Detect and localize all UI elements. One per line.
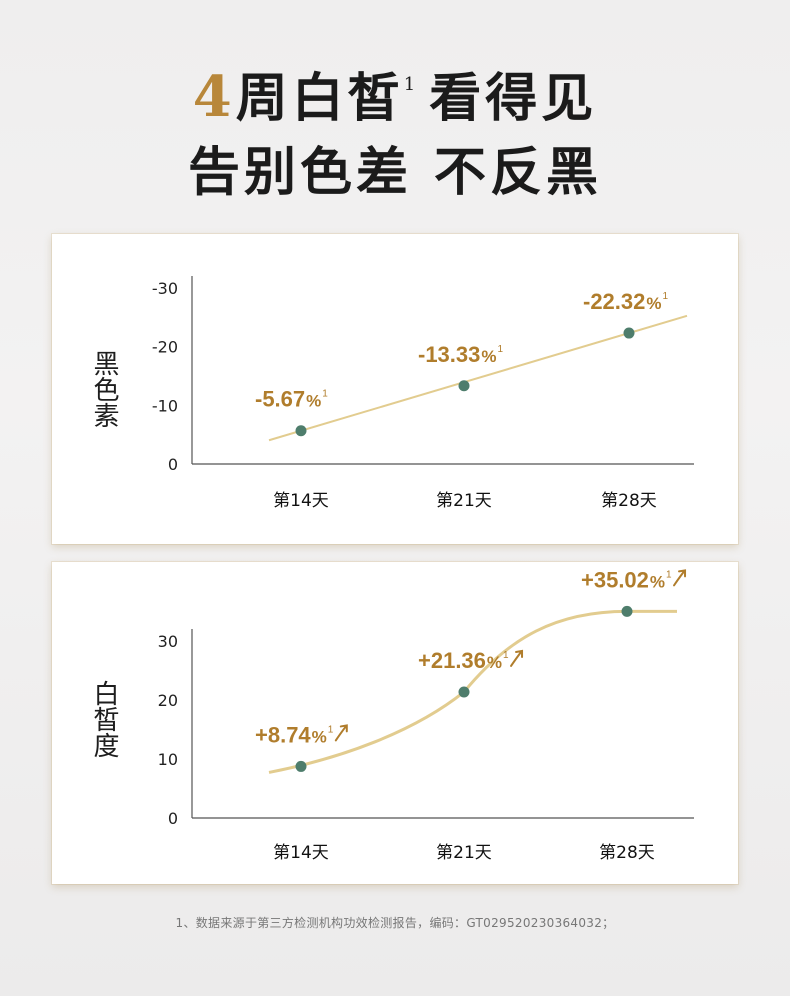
x-tick-label: 第14天: [273, 843, 329, 863]
y-tick-label: -10: [152, 396, 178, 415]
data-label: +35.02: [581, 567, 649, 592]
data-label-percent: %: [646, 294, 661, 313]
data-label-group: -13.33% 1: [418, 342, 504, 367]
data-point: [458, 380, 470, 392]
whiteness-chart-card: 白皙度 30 20 10 0 第14天 第21天 第28天 +8.74% 1 +21.36% 1 +3…: [52, 562, 738, 884]
whiteness-axis-label: 白皙度: [89, 680, 119, 758]
data-label-percent: %: [306, 392, 321, 411]
footnote: 1、数据来源于第三方检测机构功效检测报告，编码：GT02952023036403…: [175, 916, 615, 930]
y-tick-label: 0: [168, 809, 178, 828]
up-arrow-icon: [334, 724, 348, 742]
data-label-percent: %: [487, 653, 502, 672]
melanin-axis-label: 黑色素: [89, 350, 119, 428]
data-label: -22.32: [583, 289, 645, 314]
data-label-group: +35.02% 1: [581, 567, 687, 592]
headline-superscript: 1: [403, 74, 420, 95]
x-tick-label: 第28天: [599, 843, 655, 863]
x-tick-label: 第14天: [273, 491, 329, 511]
data-label: -13.33: [418, 342, 480, 367]
data-label: +21.36: [418, 648, 486, 673]
data-label-percent: %: [481, 347, 496, 366]
data-point: [295, 425, 307, 437]
y-tick-label: 0: [168, 455, 178, 474]
up-arrow-icon: [673, 569, 687, 587]
data-label-superscript: 1: [503, 650, 509, 661]
data-label-superscript: 1: [322, 389, 328, 400]
headline-text-b: 看得见: [429, 68, 598, 129]
up-arrow-icon: [510, 649, 524, 667]
x-tick-label: 第28天: [601, 491, 657, 511]
headline-line-2: 告别色差 不反黑: [187, 142, 603, 203]
data-point: [295, 760, 307, 772]
data-point: [621, 605, 633, 617]
melanin-chart-card: 黑色素 -30 -20 -10 0 第14天 第21天 第28天 -5.67% 1 -13.33%…: [52, 234, 738, 544]
headline-text-a: 周白皙: [235, 68, 404, 129]
headline: 4周白皙1 看得见 告别色差 不反黑: [0, 48, 790, 210]
data-point: [458, 686, 470, 698]
data-label-group: +21.36% 1: [418, 648, 524, 673]
headline-line-1: 4周白皙1 看得见: [0, 48, 790, 136]
series-line: [268, 609, 677, 774]
x-tick-label: 第21天: [436, 491, 492, 511]
y-tick-label: -30: [152, 279, 178, 298]
data-label: +8.74: [255, 722, 311, 747]
data-label-group: -5.67% 1: [255, 387, 328, 412]
data-label-superscript: 1: [666, 569, 672, 580]
data-label-superscript: 1: [663, 291, 669, 302]
data-label-percent: %: [650, 572, 665, 591]
y-tick-label: 20: [158, 691, 178, 710]
data-label-superscript: 1: [498, 344, 504, 355]
data-point: [623, 327, 635, 339]
headline-number: 4: [192, 64, 236, 130]
y-tick-label: -20: [152, 338, 178, 357]
data-label-group: -22.32% 1: [583, 289, 669, 314]
x-tick-label: 第21天: [436, 843, 492, 863]
data-label-superscript: 1: [328, 724, 334, 735]
series-line: [268, 314, 688, 442]
y-tick-label: 30: [158, 632, 178, 651]
data-label-percent: %: [312, 727, 327, 746]
y-tick-label: 10: [158, 750, 178, 769]
data-label: -5.67: [255, 387, 305, 412]
data-label-group: +8.74% 1: [255, 722, 348, 747]
